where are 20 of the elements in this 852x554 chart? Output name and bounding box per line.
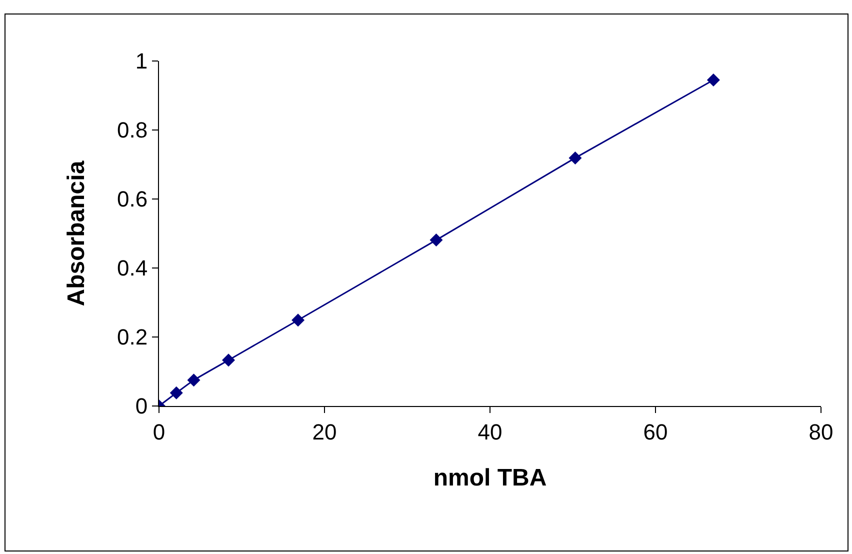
x-tick-label: 0 [152,419,166,444]
x-tick-label: 60 [643,419,668,444]
point [292,314,305,327]
point [170,386,183,400]
y-tick-label: 0 [135,394,148,419]
y-tick-label: 0.6 [117,186,148,212]
x-tick-label: 80 [808,419,834,444]
point [430,234,443,247]
x-tick-label: 20 [312,419,337,444]
y-axis-title: Absorbancia [63,160,90,306]
x-axis-title: nmol TBA [433,464,547,492]
y-tick-label: 0.8 [117,118,148,143]
point [706,73,720,86]
point [568,151,582,164]
y-tick-label: 1 [135,48,148,74]
point [187,374,200,387]
point [222,354,236,367]
y-tick-label: 0.2 [117,324,148,350]
y-tick-label: 0.4 [117,256,148,281]
x-tick-label: 40 [478,419,502,444]
